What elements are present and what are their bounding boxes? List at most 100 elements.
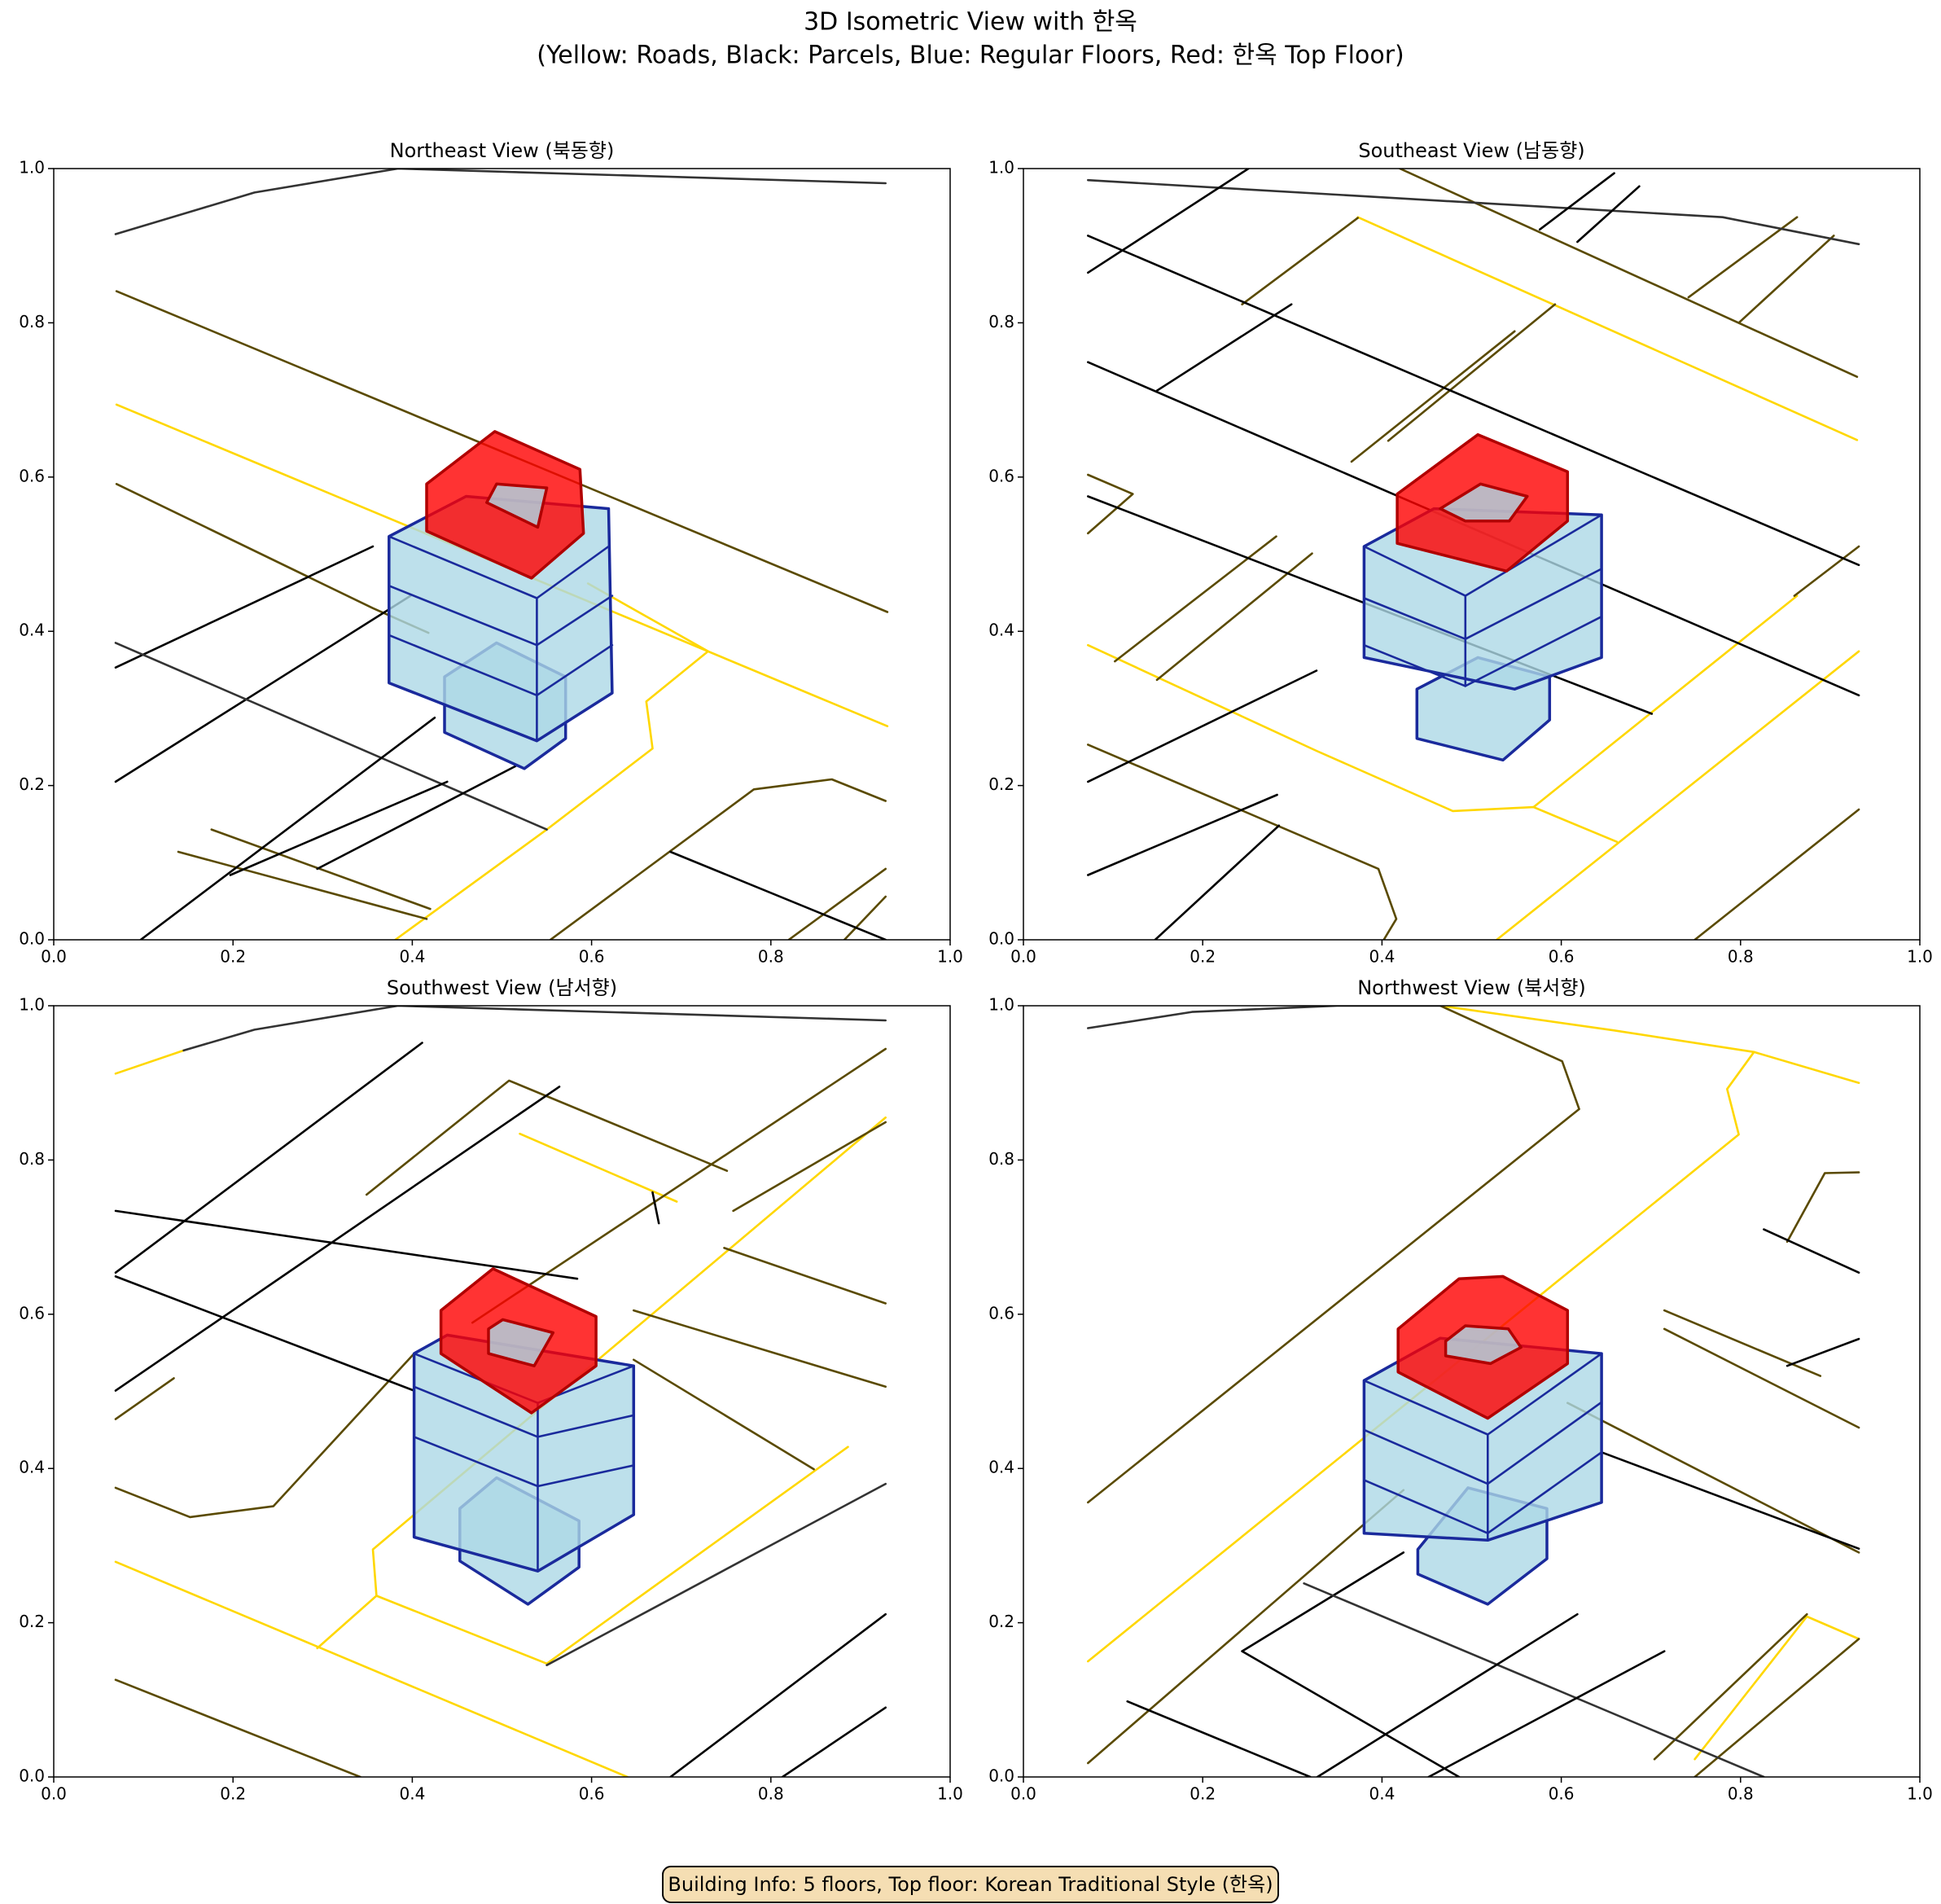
y-tick-label: 0.8 <box>19 1149 45 1169</box>
polyline <box>1763 1228 1860 1274</box>
y-tick-label: 0.8 <box>19 312 45 331</box>
y-tick-label: 0.4 <box>988 1458 1014 1477</box>
y-tick-label: 0.2 <box>988 774 1014 794</box>
polyline <box>394 582 709 940</box>
polyline <box>633 1358 815 1471</box>
polyline <box>1087 793 1278 876</box>
y-tick-label: 0.2 <box>19 774 45 794</box>
polyline <box>1538 172 1615 231</box>
polyline <box>316 765 517 871</box>
info-text: Building Info: 5 floors, Top floor: Kore… <box>668 1873 1273 1896</box>
polyline <box>669 1612 887 1777</box>
x-tick-label: 0.4 <box>399 947 425 967</box>
x-tick-label: 1.0 <box>1907 1784 1933 1804</box>
x-tick-label: 0.8 <box>758 947 784 967</box>
x-tick-label: 0.4 <box>1369 947 1395 967</box>
polyline <box>114 1352 415 1519</box>
subplot-title: Northeast View (북동향) <box>390 139 615 162</box>
polyline <box>1785 1337 1860 1367</box>
x-tick-label: 0.4 <box>1369 1784 1395 1804</box>
polyline <box>1693 1615 1860 1761</box>
polyline <box>139 717 436 940</box>
polyline <box>1439 1006 1860 1084</box>
polyline <box>1356 216 1859 441</box>
polygon <box>485 482 549 529</box>
polyline <box>182 1006 887 1052</box>
polyline <box>1600 1451 1860 1550</box>
polyline <box>1155 552 1313 682</box>
x-tick-label: 0.6 <box>579 1784 605 1804</box>
info-box <box>662 1866 1279 1903</box>
polyline <box>1155 303 1293 392</box>
x-tick-label: 1.0 <box>937 947 963 967</box>
polyline <box>1087 1489 1405 1765</box>
x-tick-label: 0.8 <box>1728 1784 1754 1804</box>
y-tick-label: 0.0 <box>988 1766 1014 1786</box>
y-tick-label: 0.0 <box>19 1766 45 1786</box>
x-tick-label: 0.0 <box>41 1784 67 1804</box>
polyline <box>787 867 887 940</box>
polyline <box>1087 473 1134 535</box>
x-tick-label: 0.0 <box>1010 1784 1036 1804</box>
polyline <box>114 1042 423 1274</box>
polyline <box>114 1275 415 1392</box>
figure-subtitle: (Yellow: Roads, Black: Parcels, Blue: Re… <box>537 42 1404 70</box>
polyline <box>1427 1650 1666 1777</box>
polyline <box>1693 1638 1860 1777</box>
y-tick-label: 0.6 <box>988 1303 1014 1323</box>
polyline <box>1737 235 1835 324</box>
subplot-title: Southwest View (남서향) <box>387 976 617 999</box>
polyline <box>1154 824 1281 940</box>
polyline <box>843 895 887 940</box>
axes-frame <box>53 1005 951 1778</box>
subplot-title: Southeast View (남동향) <box>1358 139 1584 162</box>
plot-area <box>1087 169 1860 940</box>
polyline <box>732 1121 887 1213</box>
polyline <box>1087 744 1398 940</box>
polyline <box>1387 303 1557 442</box>
polyline <box>1241 1650 1461 1777</box>
polyline <box>114 1209 579 1280</box>
polyline <box>1350 330 1516 463</box>
polyline <box>651 1191 660 1225</box>
polyline <box>781 1706 887 1777</box>
polyline <box>114 1049 185 1075</box>
polyline <box>1663 1327 1860 1429</box>
polyline <box>669 850 887 940</box>
x-tick-label: 0.2 <box>1190 947 1216 967</box>
polyline <box>1114 535 1277 663</box>
polyline <box>114 545 375 669</box>
x-tick-label: 0.6 <box>579 947 605 967</box>
polyline <box>1496 650 1860 940</box>
polygon <box>1439 482 1529 523</box>
polyline <box>1303 1582 1765 1777</box>
y-tick-label: 1.0 <box>988 995 1014 1015</box>
x-tick-label: 0.0 <box>1010 947 1036 967</box>
polyline <box>1087 643 1619 843</box>
polyline <box>519 1132 678 1203</box>
polyline <box>1532 594 1799 809</box>
plot-area <box>114 169 889 940</box>
polyline <box>1566 1402 1860 1554</box>
y-tick-label: 0.6 <box>19 466 45 485</box>
polyline <box>1576 185 1641 243</box>
polyline <box>1087 178 1860 246</box>
polyline <box>471 1047 887 1324</box>
x-tick-label: 0.2 <box>1190 1784 1216 1804</box>
y-tick-label: 0.4 <box>19 621 45 640</box>
polyline <box>115 483 430 634</box>
polygon <box>487 1318 555 1367</box>
polyline <box>114 594 412 783</box>
x-tick-label: 0.0 <box>41 947 67 967</box>
polyline <box>1087 669 1318 783</box>
polyline <box>545 1482 887 1666</box>
polyline <box>1126 1700 1312 1777</box>
polyline <box>114 1377 175 1420</box>
polyline <box>1087 235 1860 567</box>
x-tick-label: 0.6 <box>1549 1784 1575 1804</box>
plot-area <box>114 1006 887 1777</box>
x-tick-label: 0.8 <box>1728 947 1754 967</box>
polyline <box>1687 216 1799 299</box>
polyline <box>375 1446 849 1665</box>
polyline <box>229 780 449 876</box>
